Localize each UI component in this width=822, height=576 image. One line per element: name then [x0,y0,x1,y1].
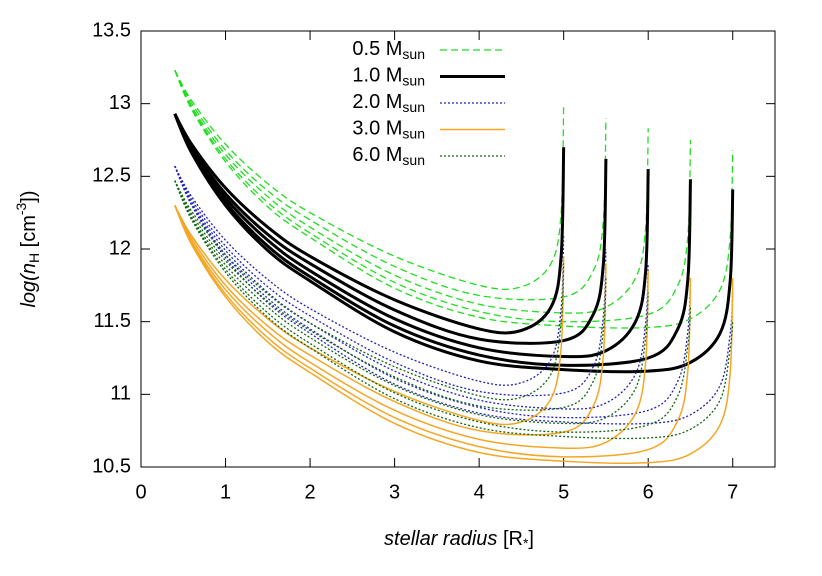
legend-sub: sun [402,72,425,88]
x-tick-label: 2 [305,481,316,503]
legend-sub: sun [402,99,425,115]
series-line [174,69,692,323]
series-line [174,205,734,464]
y-label-part: -3 [13,202,29,215]
legend-name: 2.0 M [352,91,402,113]
y-tick-label: 12.5 [92,165,131,187]
y-tick-label: 11 [110,383,131,405]
plot-frame [140,30,776,468]
series-line [174,205,649,449]
series-line [174,180,607,411]
x-tick-label: 7 [727,481,738,503]
x-label-part: [R [497,528,523,550]
series-line [174,205,692,458]
x-axis-label: stellar radius [R*] [384,528,534,550]
series-line [174,165,692,419]
x-tick-label: 1 [220,481,231,503]
x-tick-label: 6 [643,481,654,503]
y-axis-label: log(nH [cm-3]) [13,190,42,307]
series-line [174,180,649,425]
series-line [174,165,734,425]
series-line [174,69,734,329]
legend-label: 3.0 Msun [352,118,425,141]
series-line [174,180,734,440]
series-line [174,69,649,314]
legend-label: 0.5 Msun [352,38,425,61]
x-label-part: * [523,535,529,551]
y-tick-label: 12 [109,237,131,259]
series-line [173,113,692,367]
x-tick-label: 3 [389,481,400,503]
series-line [174,165,649,410]
y-label-part: ]) [18,190,40,202]
y-label-part: log( [18,272,40,308]
legend-sub: sun [402,46,425,62]
legend-name: 0.5 M [352,38,402,60]
y-tick-label: 13.5 [92,19,131,41]
x-label-part: ] [528,528,534,550]
legend-name: 6.0 M [352,144,402,166]
y-tick-label: 10.5 [92,455,131,477]
y-tick-label: 13 [109,92,131,114]
series-line [174,69,565,290]
y-label-part: H [26,253,42,263]
legend-label: 6.0 Msun [352,144,425,167]
y-label-part: n [18,263,40,274]
series-line [174,205,565,426]
legend-label: 2.0 Msun [352,91,425,114]
legend-name: 3.0 M [352,118,402,140]
legend-sub: sun [402,125,425,141]
series-line [173,113,650,359]
x-label-part: stellar radius [384,528,497,550]
x-tick-label: 4 [474,481,485,503]
legend-label: 1.0 Msun [352,65,425,88]
series-line [173,113,608,345]
series-line [174,69,607,301]
x-tick-label: 0 [135,481,146,503]
series-line [174,205,607,436]
x-tick-label: 5 [558,481,569,503]
legend-sub: sun [402,152,425,168]
series-line [174,180,692,433]
legend-name: 1.0 M [352,65,402,87]
y-tick-label: 11.5 [94,310,131,332]
series-line [173,113,566,335]
y-label-part: [cm [18,215,40,253]
series-line [173,113,735,374]
